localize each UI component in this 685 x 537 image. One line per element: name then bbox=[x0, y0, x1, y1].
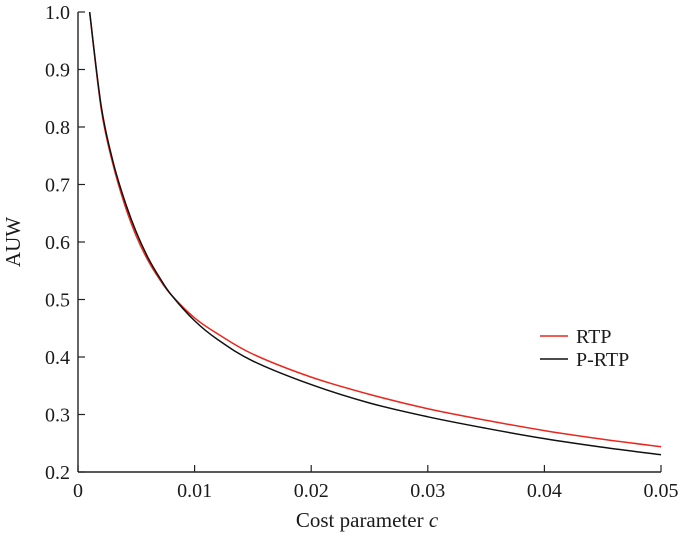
y-tick-label: 0.6 bbox=[45, 232, 70, 254]
x-axis-label: Cost parameter bbox=[296, 508, 424, 532]
y-tick-label: 0.5 bbox=[45, 290, 70, 312]
x-ticks: 0 0.01 0.02 0.03 0.04 0.05 bbox=[73, 465, 679, 502]
y-tick-label: 0.7 bbox=[45, 175, 70, 197]
x-axis-title: Cost parameter c bbox=[296, 508, 439, 532]
y-tick-label: 0.3 bbox=[45, 405, 70, 427]
x-tick-label: 0.03 bbox=[410, 480, 445, 502]
x-tick-label: 0.01 bbox=[177, 480, 212, 502]
y-tick-label: 0.4 bbox=[45, 347, 70, 369]
y-tick-label: 0.9 bbox=[45, 60, 70, 82]
y-tick-label: 0.8 bbox=[45, 117, 70, 139]
legend-label-rtp: RTP bbox=[576, 326, 611, 348]
series-line-p-rtp bbox=[88, 11, 662, 456]
x-tick-label: 0 bbox=[73, 480, 83, 502]
y-axis-title: AUW bbox=[1, 217, 25, 267]
x-tick-label: 0.04 bbox=[527, 480, 562, 502]
legend: RTP P-RTP bbox=[540, 326, 629, 371]
y-ticks: 0.2 0.3 0.4 0.5 0.6 0.7 0.8 0.9 1.0 bbox=[45, 2, 85, 484]
x-axis-variable: c bbox=[429, 508, 439, 532]
series-group bbox=[88, 11, 662, 456]
x-tick-label: 0.02 bbox=[294, 480, 329, 502]
y-tick-label: 1.0 bbox=[45, 2, 70, 24]
legend-label-p-rtp: P-RTP bbox=[576, 349, 629, 371]
y-tick-label: 0.2 bbox=[45, 462, 70, 484]
x-tick-label: 0.05 bbox=[644, 480, 679, 502]
series-line-rtp bbox=[88, 11, 662, 448]
